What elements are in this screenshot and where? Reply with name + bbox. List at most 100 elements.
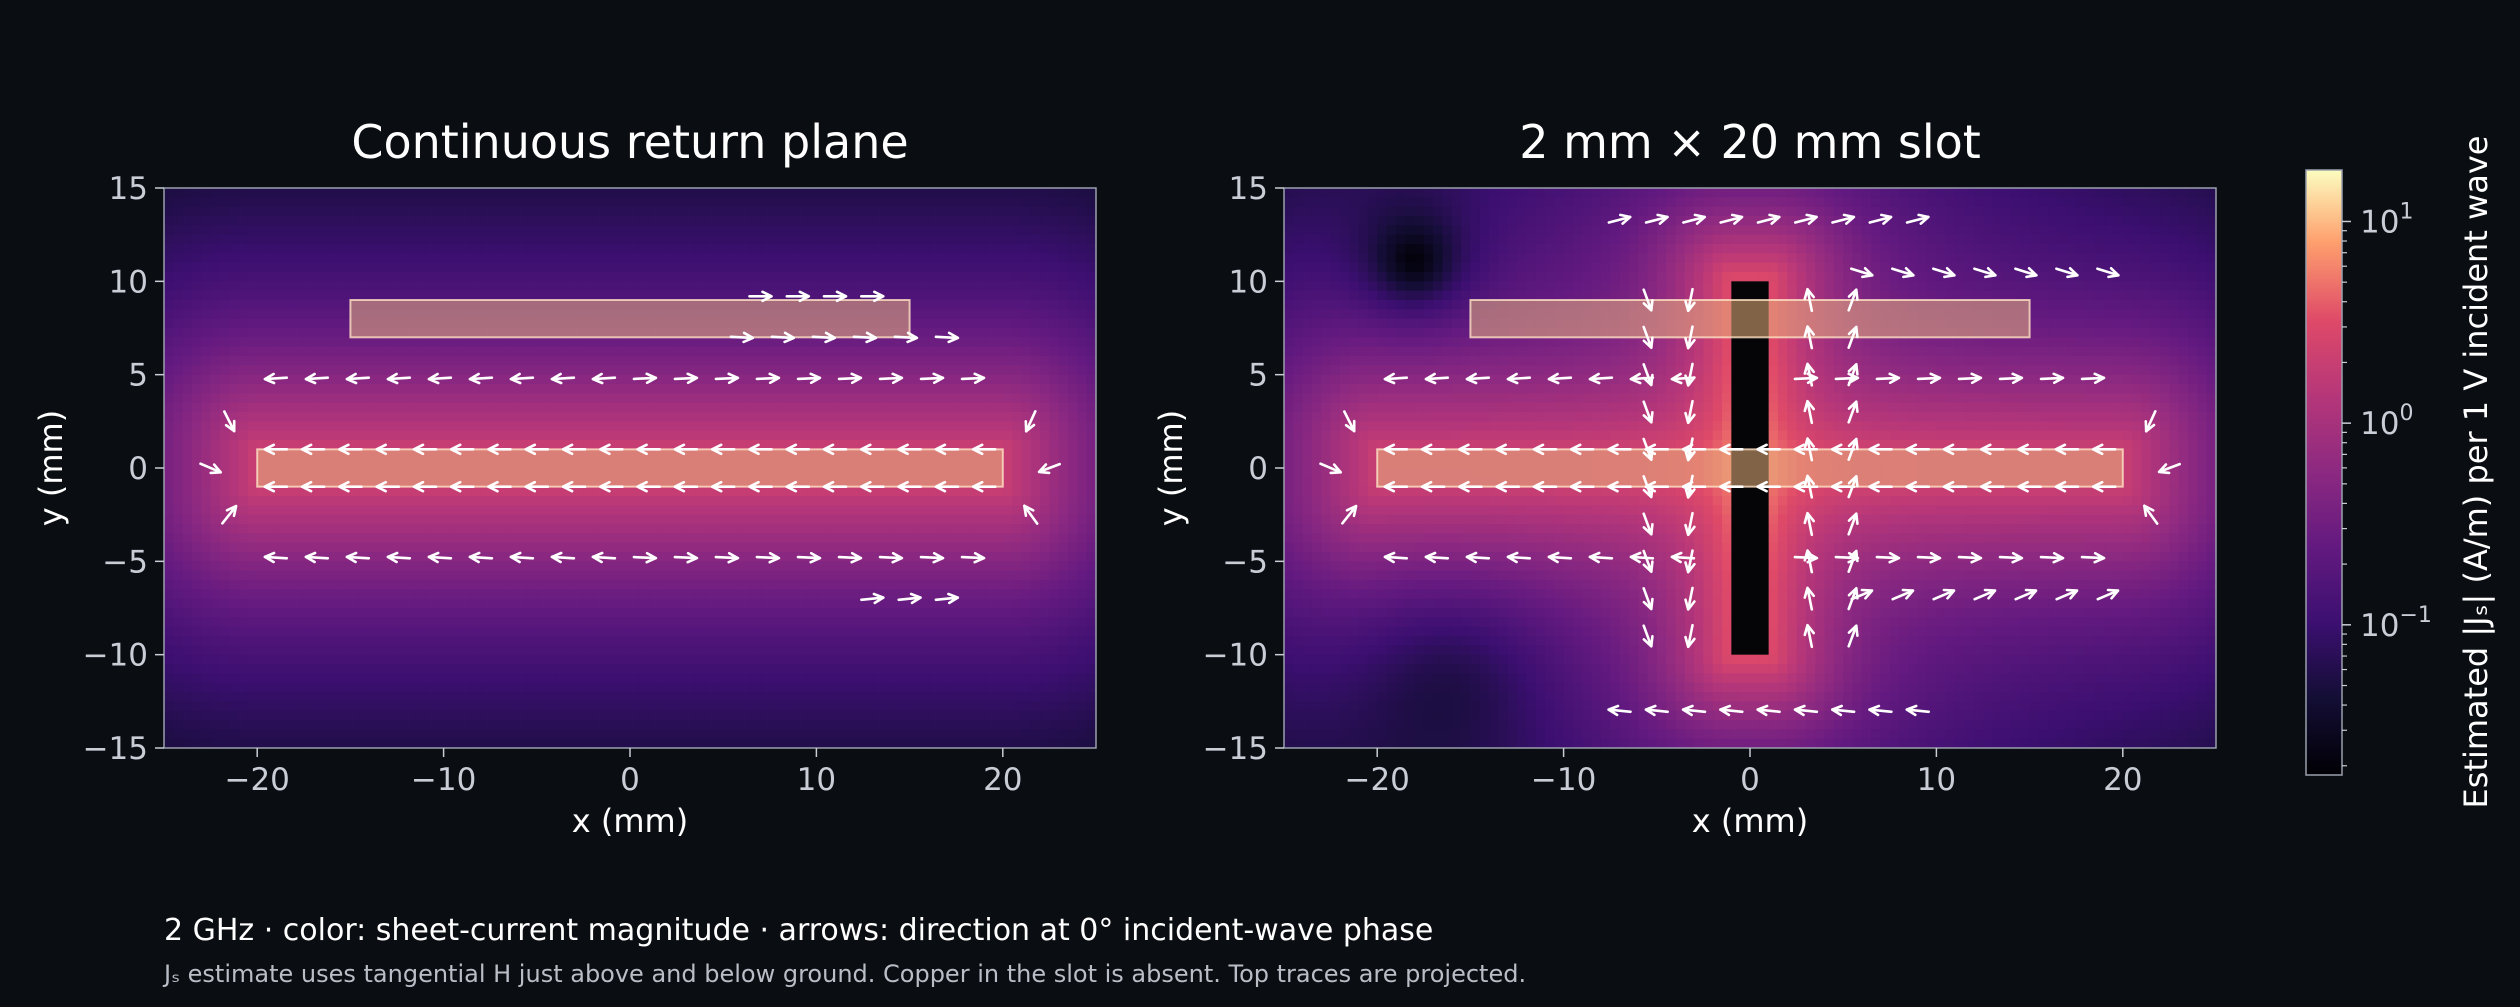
heat-cell (331, 384, 342, 394)
heat-cell (406, 281, 417, 292)
heat-cell (723, 346, 734, 357)
heat-cell (844, 281, 855, 292)
heat-cell (1049, 440, 1060, 450)
heat-cell (257, 197, 268, 208)
heat-cell (229, 225, 240, 236)
heat-cell (984, 580, 995, 590)
heat-cell (331, 244, 342, 254)
heat-cell (350, 365, 361, 376)
heat-cell (583, 636, 594, 646)
heat-cell (825, 608, 836, 618)
heat-cell (574, 570, 584, 581)
heat-cell (984, 337, 995, 348)
heat-cell (369, 356, 379, 366)
heat-cell (974, 300, 985, 310)
heat-cell (993, 402, 1004, 413)
heat-cell (863, 188, 873, 198)
heat-cell (974, 272, 985, 282)
heat-cell (900, 542, 911, 553)
heat-cell (527, 253, 538, 264)
heat-cell (881, 216, 892, 226)
heat-cell (415, 337, 426, 348)
heat-cell (1040, 253, 1050, 264)
heat-cell (1068, 430, 1078, 441)
heat-cell (890, 598, 901, 609)
heat-cell (303, 645, 314, 656)
heat-cell (760, 412, 771, 422)
heat-cell (294, 384, 305, 394)
heat-cell (452, 290, 463, 301)
heat-cell (723, 514, 734, 525)
heat-cell (490, 552, 501, 562)
heat-cell (369, 253, 379, 264)
heat-cell (387, 216, 398, 226)
heat-cell (751, 393, 762, 404)
heat-cell (900, 225, 911, 236)
heat-cell (173, 374, 184, 385)
heat-cell (630, 636, 640, 646)
heat-cell (1049, 393, 1060, 404)
heat-cell (452, 365, 463, 376)
heat-cell (807, 570, 817, 581)
heat-cell (350, 337, 361, 348)
heat-cell (387, 412, 398, 422)
heat-cell (229, 617, 240, 628)
heat-cell (723, 290, 734, 301)
heat-cell (881, 421, 892, 432)
heat-cell (499, 346, 510, 357)
heat-cell (741, 365, 752, 376)
heat-cell (257, 402, 268, 413)
heat-cell (341, 561, 351, 572)
heat-cell (769, 645, 780, 656)
heat-cell (797, 365, 808, 376)
heat-cell (238, 440, 249, 450)
heat-cell (341, 281, 351, 292)
heat-cell (676, 197, 687, 208)
heat-cell (182, 589, 193, 600)
heat-cell (909, 318, 920, 329)
heat-cell (164, 197, 174, 208)
heat-cell (704, 262, 715, 273)
heat-cell (1058, 244, 1069, 254)
heat-cell (1049, 608, 1060, 618)
heat-cell (704, 542, 715, 553)
heat-cell (303, 421, 314, 432)
heat-cell (1021, 225, 1032, 236)
heat-cell (751, 356, 762, 366)
heat-cell (741, 402, 752, 413)
heat-cell (191, 580, 202, 590)
heat-cell (928, 608, 939, 618)
heat-cell (266, 328, 277, 338)
heat-cell (630, 262, 640, 273)
heat-cell (331, 412, 342, 422)
heat-cell (583, 421, 594, 432)
heat-cell (909, 645, 920, 656)
heat-cell (378, 253, 389, 264)
heat-cell (695, 253, 706, 264)
heat-cell (555, 188, 566, 198)
heat-cell (303, 626, 314, 637)
heat-cell (741, 290, 752, 301)
heat-cell (191, 626, 202, 637)
heat-cell (788, 608, 799, 618)
heat-cell (527, 533, 538, 544)
heat-cell (639, 486, 650, 497)
heat-cell (1040, 337, 1050, 348)
heat-cell (303, 486, 314, 497)
heat-cell (564, 486, 575, 497)
heat-cell (359, 402, 370, 413)
heat-cell (341, 598, 351, 609)
heat-cell (667, 225, 678, 236)
heat-cell (546, 337, 557, 348)
heat-cell (359, 626, 370, 637)
heat-cell (984, 598, 995, 609)
heat-cell (890, 346, 901, 357)
heat-cell (555, 225, 566, 236)
heat-cell (462, 384, 473, 394)
heat-cell (1086, 421, 1096, 432)
heat-cell (974, 206, 985, 217)
heat-cell (676, 589, 687, 600)
heat-cell (1030, 393, 1041, 404)
heat-cell (182, 309, 193, 320)
heat-cell (741, 384, 752, 394)
